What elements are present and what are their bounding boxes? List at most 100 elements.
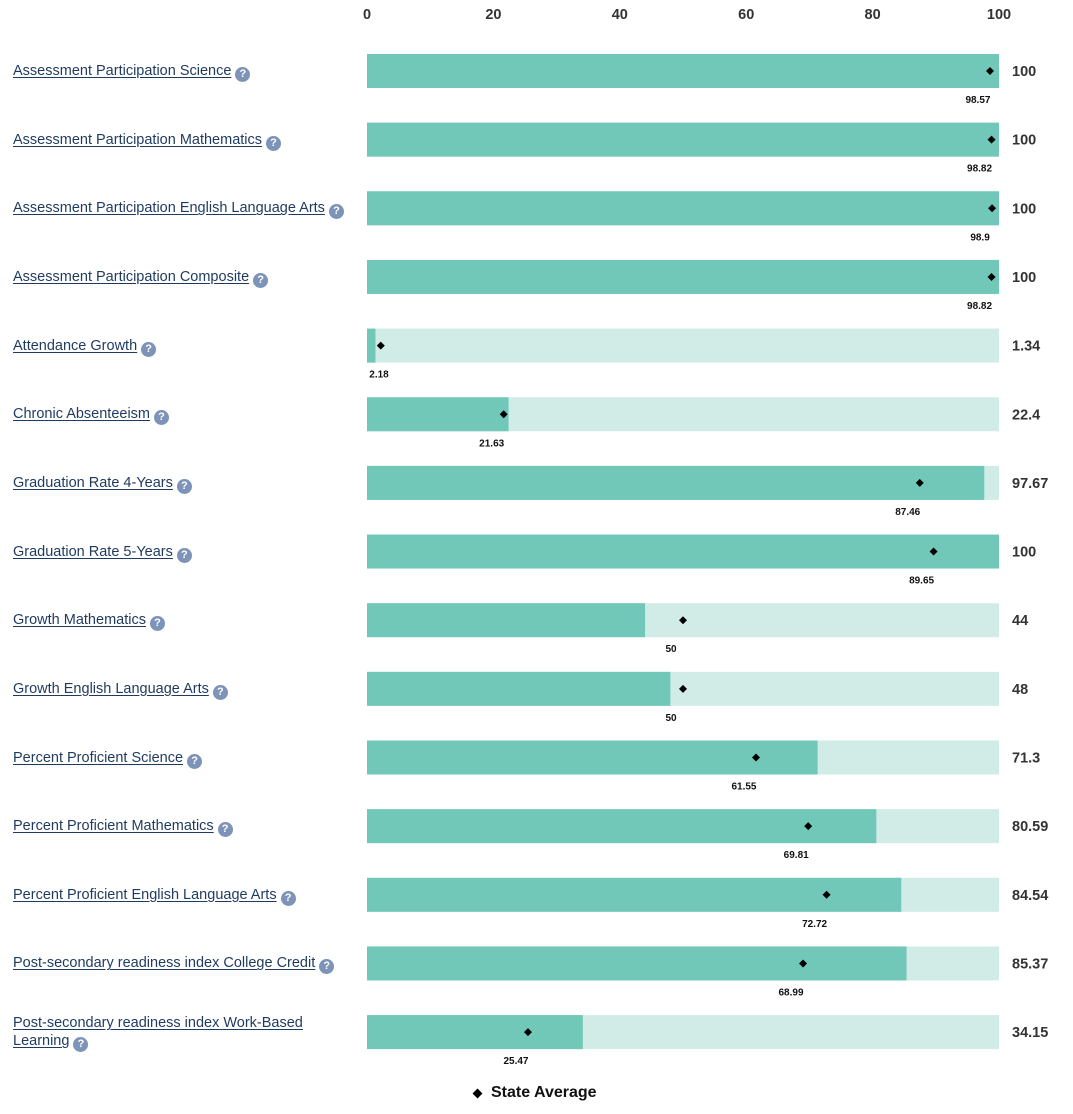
metric-label: Assessment Participation Composite? (13, 268, 353, 288)
value-label: 48 (1012, 682, 1028, 698)
state-average-marker (987, 272, 996, 281)
state-average-marker (988, 204, 997, 213)
help-icon[interactable]: ? (328, 204, 344, 220)
state-average-label: 72.72 (802, 919, 827, 930)
metric-link[interactable]: Assessment Participation Mathematics (13, 131, 263, 148)
state-average-label: 21.63 (479, 438, 504, 449)
help-icon[interactable]: ? (141, 341, 157, 357)
state-average-label: 2.18 (369, 370, 389, 381)
metric-label: Growth English Language Arts? (13, 680, 353, 700)
value-bar (367, 809, 877, 844)
metric-label: Chronic Absenteeism? (13, 405, 353, 426)
metric-label: Assessment Participation Science? (13, 62, 353, 82)
value-bar (367, 671, 671, 706)
state-average-marker (679, 616, 687, 625)
metric-link[interactable]: Chronic Absenteeism (13, 406, 151, 423)
state-average-marker (751, 753, 760, 762)
state-average-label: 68.99 (779, 987, 804, 998)
state-average-label: 50 (665, 644, 677, 655)
state-average-marker (499, 410, 508, 419)
help-icon[interactable]: ? (176, 478, 192, 494)
help-icon[interactable]: ? (176, 547, 192, 563)
metric-link[interactable]: Assessment Participation English Languag… (13, 200, 325, 217)
value-label: 44 (1012, 613, 1028, 629)
value-bar (367, 54, 999, 88)
state-average-marker (799, 959, 808, 968)
metric-link[interactable]: Growth Mathematics (13, 612, 146, 629)
x-tick-label: 100 (987, 7, 1011, 23)
metric-label: Percent Proficient Science? (13, 749, 353, 769)
metric-label: Graduation Rate 4-Years? (13, 474, 353, 494)
metric-link[interactable]: Assessment Participation Science (13, 63, 232, 79)
chart-legend: State Average (470, 1084, 597, 1102)
state-average-marker (376, 341, 385, 350)
value-bar (367, 946, 907, 981)
metric-label: Percent Proficient English Language Arts… (13, 886, 353, 906)
x-tick-label: 60 (738, 7, 754, 23)
state-average-label: 98.57 (965, 95, 990, 106)
help-icon[interactable]: ? (154, 410, 170, 426)
value-bar (367, 328, 376, 363)
help-icon[interactable]: ? (149, 616, 165, 632)
legend-label: State Average (491, 1084, 597, 1101)
value-bar (367, 397, 509, 432)
metric-link[interactable]: Post-secondary readiness index Work-Base… (13, 1015, 303, 1050)
value-bar (367, 740, 818, 775)
state-average-marker (915, 478, 924, 487)
value-label: 100 (1012, 64, 1036, 80)
state-average-label: 50 (665, 713, 677, 724)
state-average-label: 98.82 (967, 301, 992, 312)
value-bar (367, 191, 999, 226)
metric-label: Percent Proficient Mathematics? (13, 817, 353, 838)
value-bar (367, 122, 999, 157)
x-tick-label: 40 (612, 7, 628, 23)
metric-link[interactable]: Percent Proficient Science (13, 749, 184, 766)
value-label: 97.67 (1012, 476, 1048, 492)
value-bar (367, 534, 999, 569)
x-tick-label: 20 (485, 7, 501, 23)
state-average-marker (679, 684, 687, 693)
help-icon[interactable]: ? (319, 959, 335, 975)
metric-label: Assessment Participation English Languag… (13, 199, 353, 220)
help-icon[interactable]: ? (212, 684, 228, 700)
value-bar (367, 1015, 583, 1050)
state-average-marker (929, 547, 938, 556)
metric-label: Post-secondary readiness index Work-Base… (13, 1014, 353, 1053)
value-bar (367, 465, 985, 500)
metric-link[interactable]: Percent Proficient English Language Arts (13, 886, 277, 903)
x-tick-label: 80 (865, 7, 881, 23)
state-average-label: 69.81 (784, 850, 809, 861)
value-label: 100 (1012, 201, 1036, 217)
help-icon[interactable]: ? (73, 1037, 89, 1053)
value-label: 34.15 (1012, 1025, 1048, 1041)
help-icon[interactable]: ? (217, 822, 233, 838)
metric-link[interactable]: Growth English Language Arts (13, 680, 209, 697)
state-average-marker (523, 1028, 532, 1037)
metric-label: Post-secondary readiness index College C… (13, 954, 353, 975)
metric-link[interactable]: Assessment Participation Composite (13, 268, 250, 285)
state-average-label: 89.65 (909, 576, 934, 587)
value-bar (367, 877, 902, 912)
value-label: 100 (1012, 545, 1036, 561)
state-average-marker-icon (472, 1088, 483, 1098)
state-average-label: 61.55 (731, 782, 756, 793)
help-icon[interactable]: ? (266, 135, 282, 151)
metric-link[interactable]: Graduation Rate 5-Years (13, 543, 173, 560)
metric-label: Attendance Growth? (13, 337, 353, 357)
state-average-marker (804, 822, 813, 831)
help-icon[interactable]: ? (280, 890, 296, 906)
metric-link[interactable]: Percent Proficient Mathematics (13, 818, 214, 835)
value-bar (367, 603, 646, 638)
state-average-marker (822, 890, 831, 899)
help-icon[interactable]: ? (187, 753, 203, 769)
metric-link[interactable]: Graduation Rate 4-Years (13, 474, 173, 491)
state-average-marker (987, 135, 996, 144)
help-icon[interactable]: ? (235, 67, 251, 82)
value-bar (367, 259, 999, 294)
state-average-label: 87.46 (895, 507, 920, 518)
help-icon[interactable]: ? (253, 272, 269, 288)
metric-link[interactable]: Post-secondary readiness index College C… (13, 955, 316, 972)
metric-link[interactable]: Attendance Growth (13, 337, 138, 354)
value-label: 100 (1012, 270, 1036, 286)
